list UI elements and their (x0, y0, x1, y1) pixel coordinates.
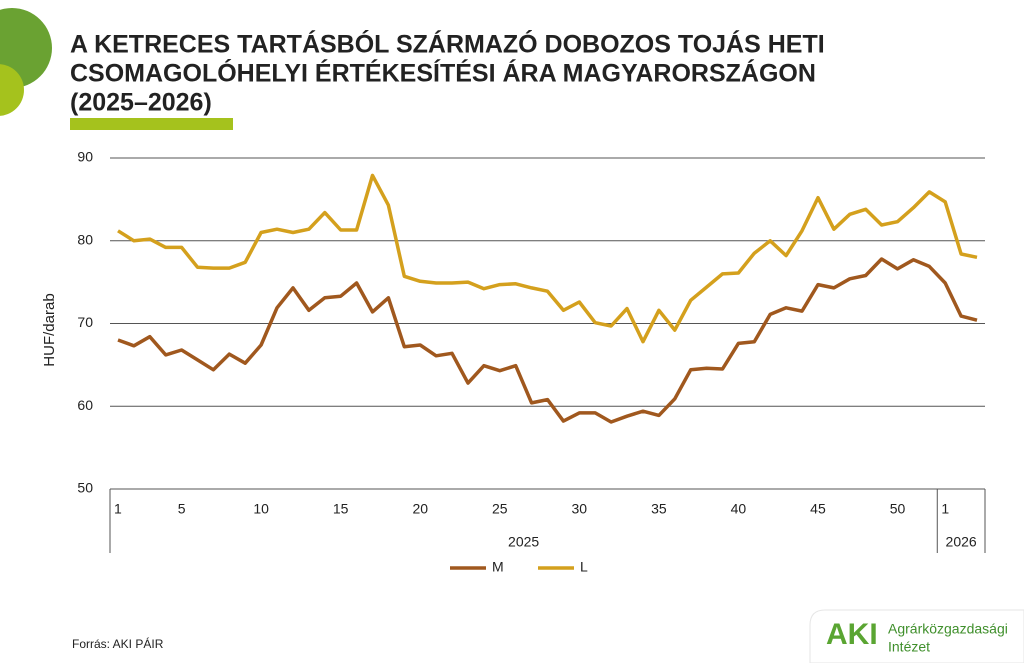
x-tick-label: 5 (178, 501, 186, 517)
x-tick-label: 25 (492, 501, 508, 517)
logo-text: Intézet (888, 639, 930, 655)
y-tick-label: 70 (77, 314, 93, 330)
x-tick-label: 1 (941, 501, 949, 517)
y-tick-label: 60 (77, 397, 93, 413)
line-series (117, 173, 978, 344)
x-tick-label: 40 (731, 501, 747, 517)
x-tick-label: 35 (651, 501, 667, 517)
group-label: 2025 (508, 534, 539, 550)
y-tick-label: 90 (77, 149, 93, 165)
x-tick-label: 45 (810, 501, 826, 517)
chart-title: CSOMAGOLÓHELYI ÉRTÉKESÍTÉSI ÁRA MAGYAROR… (70, 58, 816, 88)
y-axis-label: HUF/darab (41, 293, 58, 366)
chart-title: A KETRECES TARTÁSBÓL SZÁRMAZÓ DOBOZOS TO… (70, 29, 825, 59)
y-tick-label: 80 (77, 231, 93, 247)
title-underline (70, 118, 233, 130)
line-series (117, 257, 978, 424)
x-tick-label: 30 (572, 501, 588, 517)
x-tick-label: 1 (114, 501, 122, 517)
group-label: 2026 (946, 534, 977, 550)
logo-text: Agrárközgazdasági (888, 621, 1008, 637)
logo: AKI Agrárközgazdasági Intézet (809, 609, 1024, 664)
decor-circle (0, 64, 24, 116)
logo-mark: AKI (826, 618, 878, 651)
legend-label: L (580, 559, 588, 575)
x-tick-label: 10 (253, 501, 269, 517)
x-tick-label: 50 (890, 501, 906, 517)
chart-title: (2025–2026) (70, 89, 212, 117)
legend-label: M (492, 559, 504, 575)
logo-box (809, 609, 1024, 664)
decor-circle (0, 8, 52, 88)
x-tick-label: 20 (412, 501, 428, 517)
y-tick-label: 50 (77, 480, 93, 496)
source: Forrás: AKI PÁIR (72, 636, 164, 651)
x-tick-label: 15 (333, 501, 349, 517)
